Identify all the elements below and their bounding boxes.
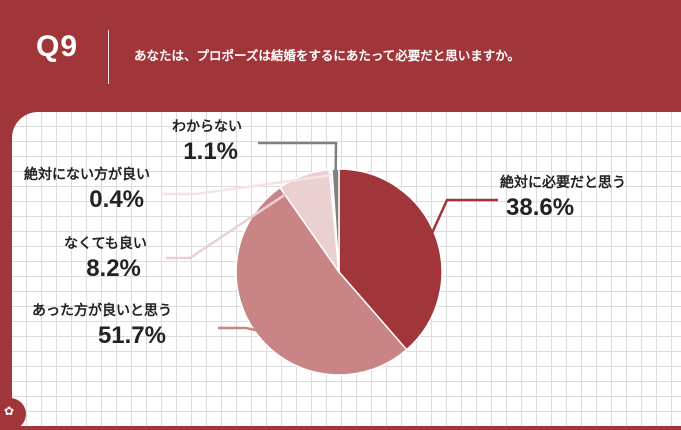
- slice-1-name: 絶対に必要だと思う: [500, 175, 626, 191]
- slice-3-value: 8.2%: [86, 255, 141, 282]
- slice-4-value: 0.4%: [89, 186, 144, 213]
- pie-slice-1: [338, 168, 443, 351]
- header-bar: Q9 あなたは、プロポーズは結婚をするにあたって必要だと思いますか。: [0, 0, 681, 110]
- slice-1-value: 38.6%: [506, 194, 575, 221]
- pie-slice-2: [235, 186, 408, 376]
- slice-5-name: わからない: [172, 119, 242, 135]
- slice-5-value: 1.1%: [183, 138, 238, 165]
- slice-2-value: 51.7%: [97, 322, 166, 349]
- logo-icon: ✿: [4, 404, 15, 418]
- question-text: あなたは、プロポーズは結婚をするにあたって必要だと思いますか。: [134, 48, 521, 63]
- slice-3-name: なくても良い: [64, 236, 147, 252]
- leader-line-5: [258, 141, 338, 176]
- label-slice-3: なくても良い 8.2%: [64, 233, 147, 283]
- slice-4-name: 絶対にない方が良い: [24, 167, 150, 183]
- label-slice-1: 絶対に必要だと思う 38.6%: [500, 172, 626, 222]
- leader-line-1: [428, 198, 498, 239]
- label-slice-4: 絶対にない方が良い 0.4%: [24, 164, 150, 214]
- label-slice-5: わからない 1.1%: [172, 116, 242, 166]
- leader-line-2: [218, 326, 263, 333]
- question-number: Q9: [36, 30, 79, 63]
- leader-line-3: [166, 179, 307, 260]
- label-slice-2: あった方が良いと思う 51.7%: [32, 300, 172, 350]
- header-divider: [108, 30, 109, 84]
- slice-2-name: あった方が良いと思う: [32, 303, 172, 319]
- brand-logo: [0, 398, 26, 430]
- leader-line-4: [162, 174, 332, 196]
